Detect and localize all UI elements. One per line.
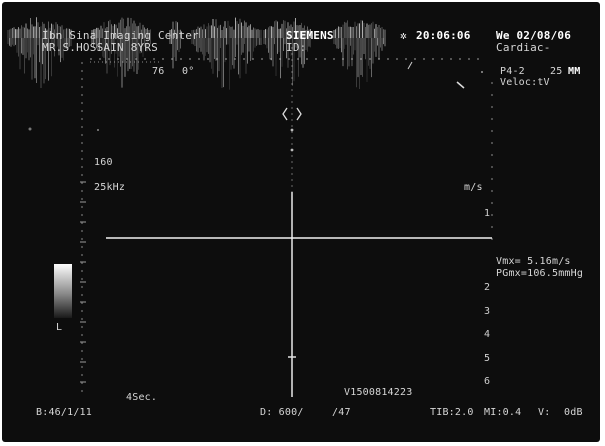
prf-label: 25kHz (94, 182, 126, 193)
serial-number: V1500814223 (344, 387, 413, 398)
right-tick-1: 1 (484, 208, 491, 219)
top-value-2: 0° (182, 66, 195, 77)
speck (28, 127, 32, 131)
monitor-display: Ibn Sina Imaging Center MR.S.HOSSAIN 8YR… (2, 2, 600, 442)
speck (481, 71, 483, 73)
left-velocity-scale (80, 181, 86, 383)
patient-name: MR.S.HOSSAIN 8YRS (42, 41, 158, 54)
cursor-tick (407, 61, 413, 70)
angle-indicator-icon (456, 81, 465, 89)
manufacturer-label: SIEMENS (286, 29, 334, 42)
mi-value: MI:0.4 (484, 407, 522, 418)
velocity-mode: Veloc:tV (500, 77, 550, 88)
gate-marker-icon (282, 107, 302, 121)
snowflake-icon: ✲ (400, 29, 407, 42)
grayscale-bar (54, 264, 72, 318)
top-value-1: 76 (152, 66, 165, 77)
doppler-spectrum (7, 17, 386, 90)
right-tick-5: 5 (484, 353, 491, 364)
pgmax-measurement: PGmx=106.5mmHg (496, 268, 584, 279)
right-tick-4: 4 (484, 329, 491, 340)
frame-counter: B:46/1/11 (36, 407, 92, 418)
institution-name: Ibn Sina Imaging Center (42, 29, 199, 42)
probe-frequency: 25 (550, 66, 563, 77)
d-value-2: /47 (332, 407, 351, 418)
time-label: 20:06:06 (416, 29, 471, 42)
sweep-time: 4Sec. (126, 392, 158, 403)
sample-marker (290, 128, 294, 132)
right-tick-3: 3 (484, 306, 491, 317)
date-label: We 02/08/06 (496, 29, 572, 42)
preset-label: Cardiac- (496, 41, 551, 54)
probe-label: P4-2 (500, 66, 525, 77)
depth-label: 160 (94, 157, 113, 168)
unit-label: m/s (464, 182, 483, 193)
sample-marker (290, 148, 294, 152)
right-tick-2: 2 (484, 282, 491, 293)
vmax-measurement: Vmx= 5.16m/s (496, 256, 571, 267)
grayscale-label: L (56, 322, 63, 333)
probe-unit: MM (568, 66, 581, 77)
display-graphics (28, 47, 493, 397)
v-gain-label: V: (538, 407, 551, 418)
speck (97, 129, 99, 131)
db-value: 0dB (564, 407, 583, 418)
id-label: ID: (286, 41, 307, 54)
tib-value: TIB:2.0 (430, 407, 474, 418)
d-value: D: 600/ (260, 407, 304, 418)
right-tick-6: 6 (484, 376, 491, 387)
